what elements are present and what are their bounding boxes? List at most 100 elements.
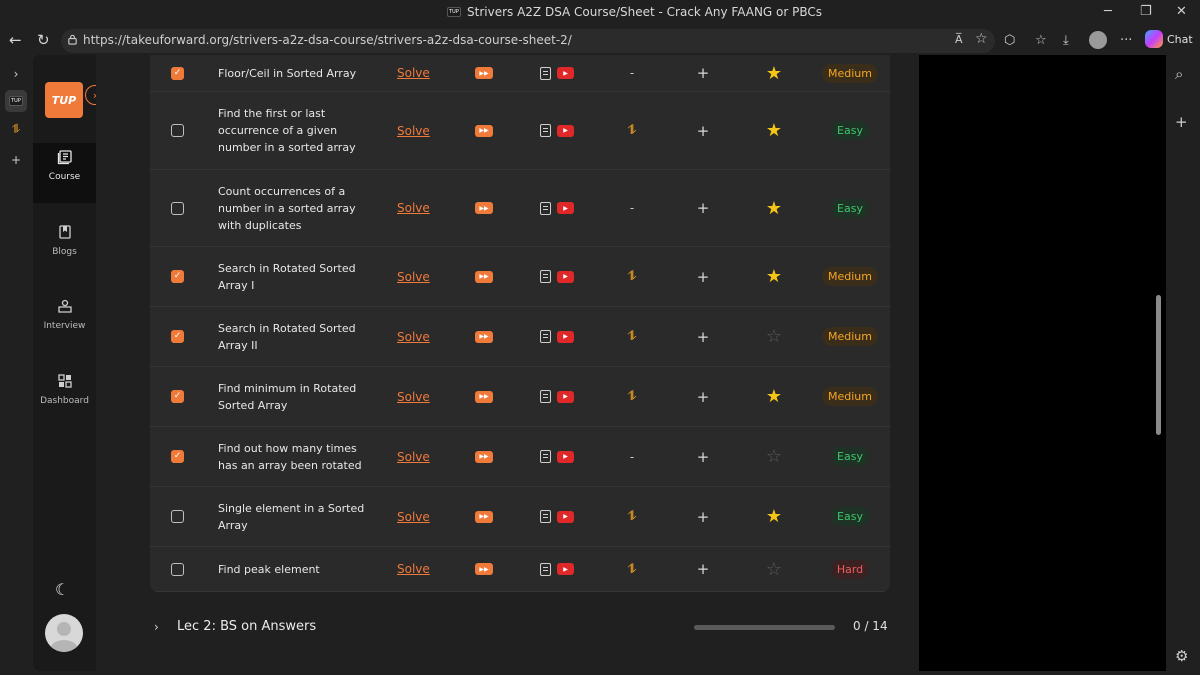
play-video-icon[interactable]: ▶▶ [475,67,493,79]
solve-link[interactable]: Solve [397,201,430,215]
checkbox-box[interactable] [171,66,184,80]
checkbox-box[interactable] [171,390,184,403]
close-icon[interactable]: ✕ [1176,4,1187,19]
checkbox-box[interactable] [171,270,184,283]
leetcode-icon[interactable]: ⥮ [627,561,637,577]
solve-link[interactable]: Solve [397,123,430,138]
star-filled-icon[interactable]: ★ [765,386,783,407]
add-note-button[interactable]: + [696,327,710,346]
play-video-icon[interactable]: ▶▶ [475,202,493,214]
star-filled-icon[interactable]: ★ [765,506,783,527]
leetcode-icon[interactable]: ⥮ [627,329,637,344]
practice-link[interactable]: ⥮ [624,92,640,169]
leetcode-icon[interactable]: ⥮ [627,389,637,404]
favorite-star-icon[interactable]: ☆ [975,31,988,47]
article-doc-icon[interactable] [540,124,551,137]
youtube-icon[interactable]: ▶ [557,270,574,283]
tab-leetcode-icon[interactable]: ⥮ [11,121,21,136]
resource-video[interactable]: ▶▶ [475,307,493,366]
solve-link[interactable]: Solve [397,329,430,344]
youtube-icon[interactable]: ▶ [557,510,574,523]
search-icon[interactable]: ⌕ [1175,65,1184,83]
address-bar[interactable]: https://takeuforward.org/strivers-a2z-ds… [61,29,995,53]
user-avatar[interactable] [45,614,83,652]
done-checkbox[interactable] [171,247,185,306]
favorites-list-icon[interactable]: ☆ [1035,33,1047,48]
sidebar-item-course[interactable]: Course [33,143,96,203]
play-video-icon[interactable]: ▶▶ [475,450,493,463]
play-video-icon[interactable]: ▶▶ [475,330,493,343]
youtube-icon[interactable]: ▶ [557,124,574,137]
new-tab-icon[interactable]: + [10,153,22,167]
checkbox-box[interactable] [171,450,184,463]
checkbox-box[interactable] [171,562,184,576]
star-outline-icon[interactable]: ☆ [765,446,783,467]
extensions-icon[interactable]: ⬡ [1004,33,1016,48]
play-video-icon[interactable]: ▶▶ [475,390,493,403]
solve-link[interactable]: Solve [397,66,430,80]
star-filled-icon[interactable]: ★ [765,62,783,84]
star-outline-icon[interactable]: ☆ [765,326,783,347]
resource-video[interactable]: ▶▶ [475,247,493,306]
add-note-button[interactable]: + [696,447,710,466]
resource-video[interactable]: ▶▶ [475,55,493,91]
practice-link[interactable]: - [624,55,640,91]
tuf-logo[interactable]: TUP [45,82,83,118]
back-arrow-icon[interactable]: ← [9,31,22,49]
play-video-icon[interactable]: ▶▶ [475,510,493,523]
youtube-icon[interactable]: ▶ [557,390,574,403]
sidebar-item-blogs[interactable]: Blogs [33,218,96,278]
practice-link[interactable]: - [624,170,640,246]
solve-link[interactable]: Solve [397,389,430,404]
article-doc-icon[interactable] [540,330,551,343]
article-doc-icon[interactable] [540,270,551,283]
done-checkbox[interactable] [171,547,185,591]
dark-mode-moon-icon[interactable]: ☾ [55,580,70,599]
checkbox-box[interactable] [171,124,184,137]
article-doc-icon[interactable] [540,390,551,403]
solve-link[interactable]: Solve [397,449,430,464]
page-scrollbar[interactable] [1156,295,1161,435]
download-icon[interactable]: ⤓ [1063,33,1069,48]
play-video-icon[interactable]: ▶▶ [475,270,493,283]
play-video-icon[interactable]: ▶▶ [475,563,493,575]
checkbox-box[interactable] [171,510,184,523]
resource-video[interactable]: ▶▶ [475,92,493,169]
add-note-button[interactable]: + [696,121,710,140]
resource-video[interactable]: ▶▶ [475,427,493,486]
read-aloud-icon[interactable]: A̅ [955,33,963,46]
play-video-icon[interactable]: ▶▶ [475,124,493,137]
solve-link[interactable]: Solve [397,509,430,524]
done-checkbox[interactable] [171,170,185,246]
refresh-icon[interactable]: ↻ [37,31,50,49]
more-menu-icon[interactable]: ··· [1120,33,1133,48]
youtube-icon[interactable]: ▶ [557,67,574,79]
checkbox-box[interactable] [171,330,184,343]
practice-link[interactable]: ⥮ [624,547,640,591]
sidebar-item-interview[interactable]: Interview [33,292,96,352]
done-checkbox[interactable] [171,55,185,91]
leetcode-icon[interactable]: ⥮ [627,509,637,524]
add-note-button[interactable]: + [696,199,710,217]
star-outline-icon[interactable]: ☆ [765,558,783,580]
done-checkbox[interactable] [171,367,185,426]
lecture-title[interactable]: Lec 2: BS on Answers [177,619,317,634]
resource-video[interactable]: ▶▶ [475,367,493,426]
add-note-button[interactable]: + [696,507,710,526]
youtube-icon[interactable]: ▶ [557,202,574,214]
add-note-button[interactable]: + [696,387,710,406]
add-note-button[interactable]: + [696,560,710,578]
practice-link[interactable]: ⥮ [624,487,640,546]
expand-tabs-icon[interactable]: › [13,67,19,81]
done-checkbox[interactable] [171,307,185,366]
practice-link[interactable]: ⥮ [624,247,640,306]
tab-takeuforward-icon[interactable]: TUP [5,90,27,112]
done-checkbox[interactable] [171,427,185,486]
youtube-icon[interactable]: ▶ [557,563,574,575]
add-sidebar-app-icon[interactable]: + [1175,113,1188,131]
add-note-button[interactable]: + [696,267,710,286]
checkbox-box[interactable] [171,201,184,215]
resource-video[interactable]: ▶▶ [475,547,493,591]
done-checkbox[interactable] [171,487,185,546]
leetcode-icon[interactable]: ⥮ [627,123,637,138]
